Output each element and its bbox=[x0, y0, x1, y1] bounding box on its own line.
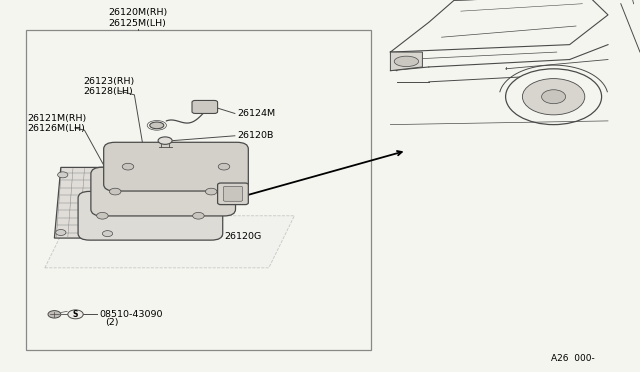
Circle shape bbox=[58, 172, 68, 178]
Text: 26120B: 26120B bbox=[237, 131, 273, 140]
Text: 26128(LH): 26128(LH) bbox=[83, 87, 133, 96]
FancyBboxPatch shape bbox=[192, 100, 218, 113]
Text: 26124M: 26124M bbox=[237, 109, 275, 118]
Text: 26126M(LH): 26126M(LH) bbox=[27, 124, 84, 133]
Circle shape bbox=[104, 173, 114, 179]
Bar bbox=[26, 30, 371, 350]
Circle shape bbox=[68, 310, 83, 319]
Circle shape bbox=[48, 311, 61, 318]
Circle shape bbox=[193, 212, 204, 219]
Text: (2): (2) bbox=[106, 318, 119, 327]
Text: 26120G: 26120G bbox=[224, 232, 261, 241]
Text: 26125M(LH): 26125M(LH) bbox=[109, 19, 166, 28]
Ellipse shape bbox=[150, 122, 164, 129]
Text: S: S bbox=[73, 310, 78, 319]
Polygon shape bbox=[54, 167, 118, 238]
Text: 08510-43090: 08510-43090 bbox=[99, 310, 163, 319]
Circle shape bbox=[506, 69, 602, 125]
Text: 26123(RH): 26123(RH) bbox=[83, 77, 134, 86]
Polygon shape bbox=[390, 52, 422, 71]
Text: 26120M(RH): 26120M(RH) bbox=[108, 8, 167, 17]
Circle shape bbox=[109, 188, 121, 195]
Circle shape bbox=[97, 212, 108, 219]
Circle shape bbox=[56, 230, 66, 235]
Circle shape bbox=[122, 163, 134, 170]
Circle shape bbox=[102, 231, 113, 237]
FancyBboxPatch shape bbox=[78, 192, 223, 240]
Circle shape bbox=[541, 90, 566, 104]
Circle shape bbox=[205, 188, 217, 195]
Circle shape bbox=[522, 78, 585, 115]
Ellipse shape bbox=[394, 56, 419, 67]
FancyBboxPatch shape bbox=[104, 142, 248, 191]
Text: A26  000-: A26 000- bbox=[552, 354, 595, 363]
FancyBboxPatch shape bbox=[91, 167, 236, 216]
FancyBboxPatch shape bbox=[223, 186, 243, 201]
Circle shape bbox=[218, 163, 230, 170]
Polygon shape bbox=[45, 216, 294, 268]
FancyBboxPatch shape bbox=[218, 183, 248, 205]
Ellipse shape bbox=[158, 137, 172, 144]
Text: 26121M(RH): 26121M(RH) bbox=[27, 114, 86, 123]
